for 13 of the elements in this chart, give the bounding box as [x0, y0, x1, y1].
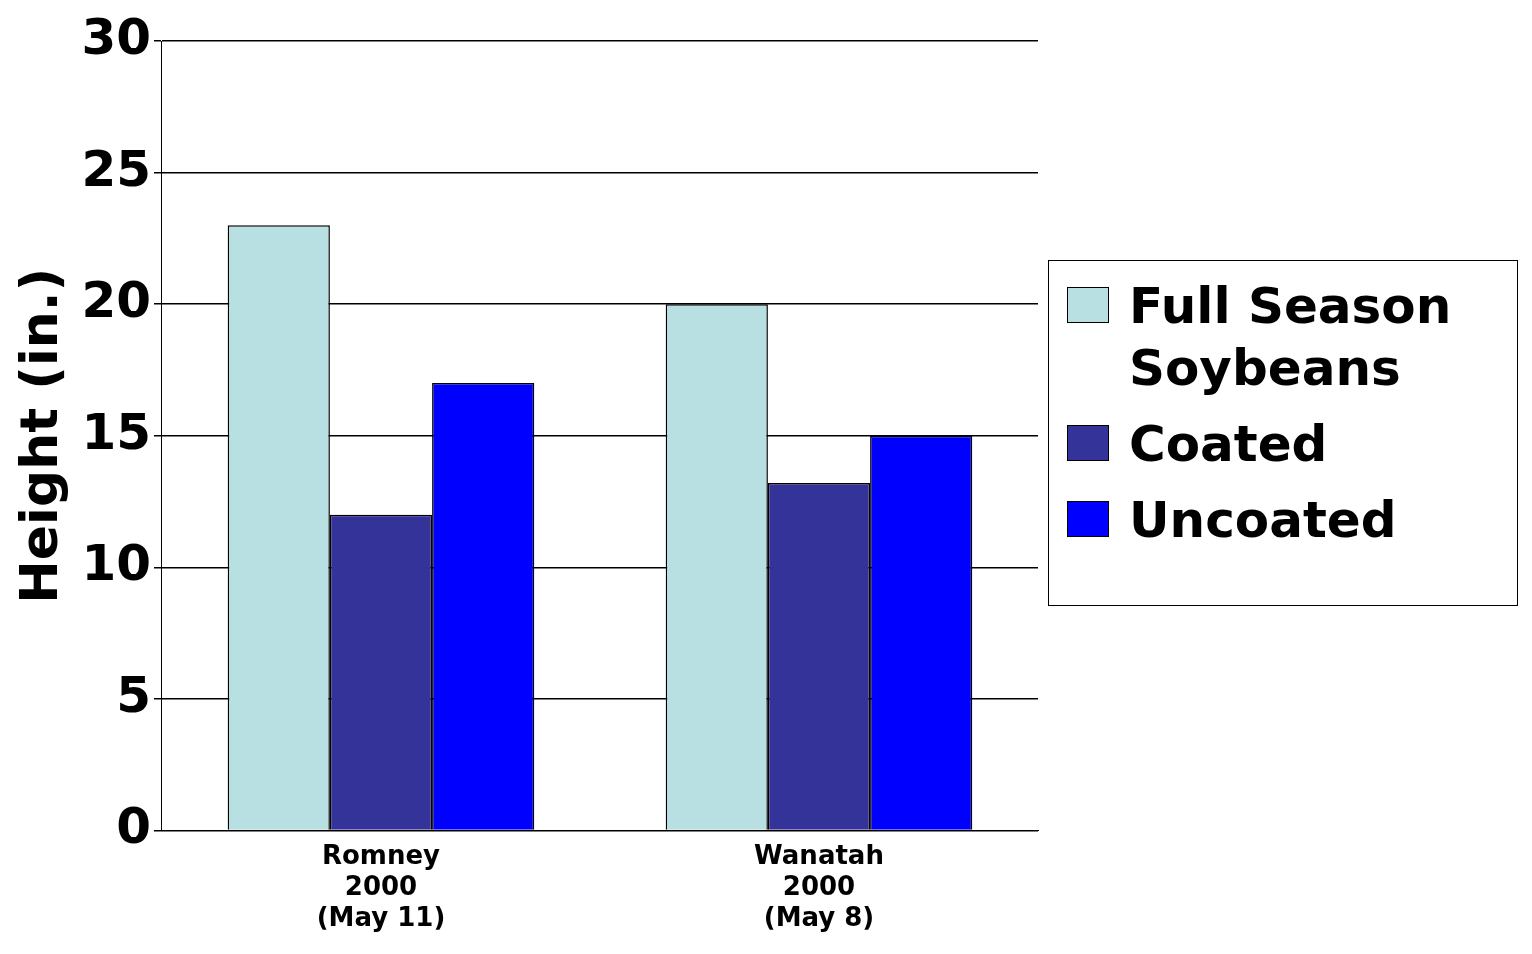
legend-label: Full Season Soybeans [1129, 276, 1453, 399]
y-axis-title: Height (in.) [8, 267, 69, 604]
y-tick-label: 20 [81, 271, 151, 330]
y-tick-label: 0 [116, 797, 151, 856]
legend-label: Coated [1129, 414, 1328, 475]
x-tick-label: Wanatah 2000 (May 8) [754, 839, 884, 933]
legend-label: Uncoated [1129, 490, 1397, 551]
y-tick-label: 10 [81, 534, 151, 593]
y-tick-label: 25 [81, 139, 151, 198]
y-tick-label: 15 [81, 402, 151, 461]
y-tick-label: 5 [116, 665, 151, 724]
y-tick-label: 30 [81, 7, 151, 66]
x-tick-label: Romney 2000 (May 11) [316, 839, 446, 933]
